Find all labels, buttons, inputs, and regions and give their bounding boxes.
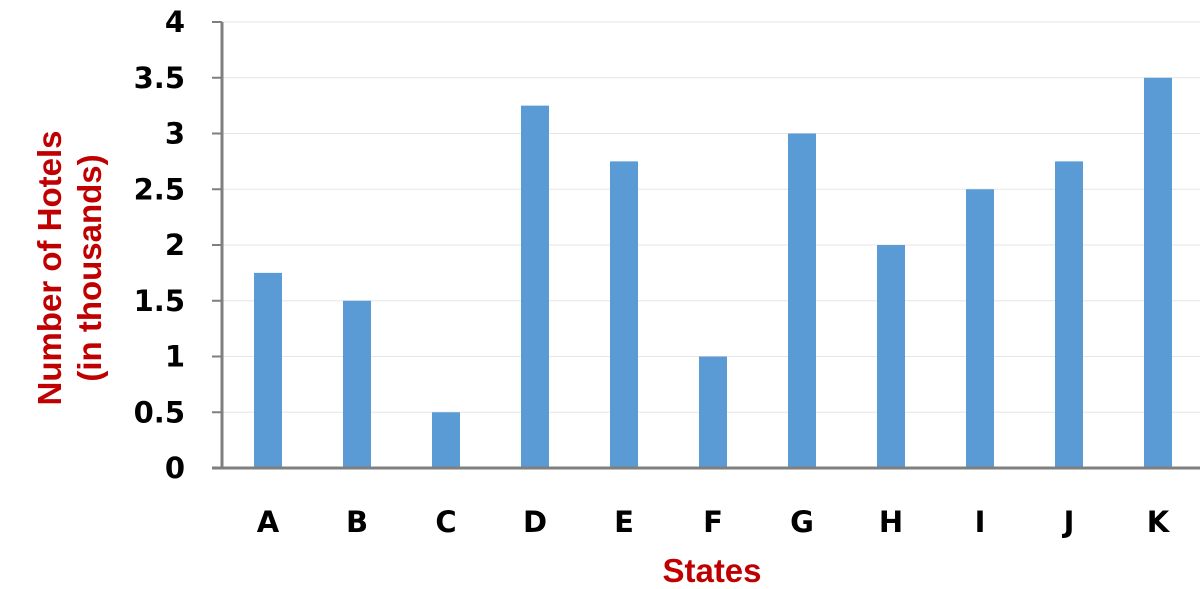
- x-tick-labels: A B C D E F G H I J K: [257, 505, 1171, 539]
- y-axis-title: Number of Hotels (in thousands): [31, 130, 108, 405]
- y-axis-title-line-1: Number of Hotels: [31, 130, 68, 405]
- y-tick-label: 0.5: [134, 395, 185, 429]
- y-tick-label: 2.5: [134, 172, 185, 206]
- x-tick-label: B: [346, 505, 368, 539]
- y-tick-label: 3.5: [134, 61, 185, 95]
- x-tick-label: G: [790, 505, 814, 539]
- bar-G: [788, 133, 816, 468]
- bar-F: [699, 356, 727, 468]
- bars: [254, 77, 1172, 468]
- bar-D: [521, 105, 549, 468]
- y-tick-label: 1: [165, 340, 185, 374]
- y-tick-label: 1.5: [134, 284, 185, 318]
- y-tick-label: 2: [165, 228, 185, 262]
- bar-B: [343, 300, 371, 468]
- bar-E: [610, 161, 638, 468]
- bar-K: [1144, 77, 1172, 468]
- x-tick-label: E: [614, 505, 634, 539]
- x-tick-label: J: [1062, 505, 1075, 539]
- bar-J: [1055, 161, 1083, 468]
- y-tick-labels: 0 0.5 1 1.5 2 2.5 3 3.5 4: [134, 5, 185, 485]
- y-tick-label: 4: [165, 5, 185, 39]
- x-tick-label: F: [703, 505, 723, 539]
- bar-A: [254, 272, 282, 468]
- x-tick-label: A: [257, 505, 280, 539]
- x-tick-label: K: [1147, 505, 1171, 539]
- y-tick-label: 0: [165, 451, 185, 485]
- x-tick-label: D: [523, 505, 547, 539]
- y-tick-label: 3: [165, 117, 185, 151]
- gridlines: [212, 21, 1200, 469]
- x-axis-title: States: [662, 552, 761, 589]
- bar-C: [432, 412, 460, 468]
- x-tick-label: C: [435, 505, 456, 539]
- x-tick-label: I: [975, 505, 986, 539]
- y-axis-title-line-2: (in thousands): [71, 154, 108, 381]
- x-tick-label: H: [879, 505, 903, 539]
- axes: [212, 22, 1200, 470]
- bar-I: [966, 189, 994, 468]
- bar-H: [877, 245, 905, 468]
